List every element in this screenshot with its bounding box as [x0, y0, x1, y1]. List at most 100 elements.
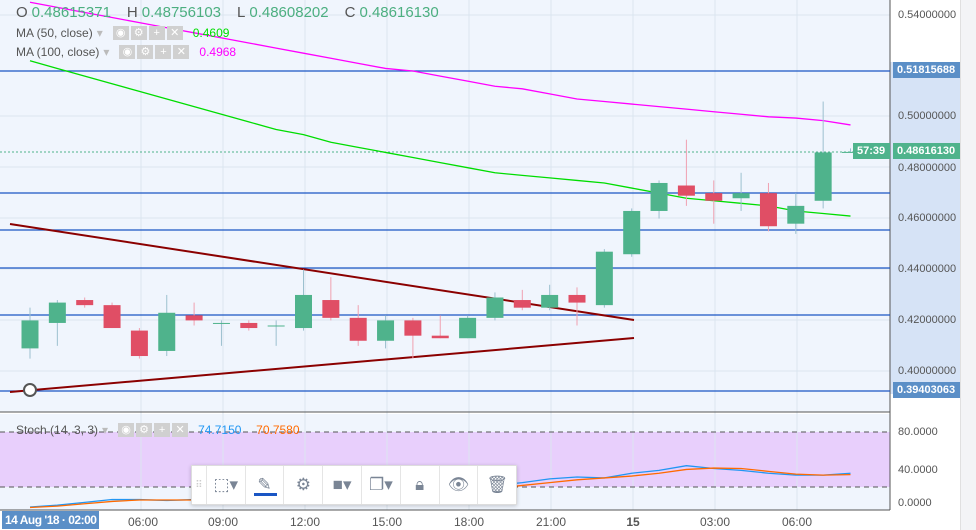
candle-body: [787, 205, 805, 224]
stoch-tick: 40.0000: [898, 464, 938, 476]
candle-body: [240, 322, 258, 329]
price-tick: 0.44000000: [898, 263, 957, 275]
low-value: 0.48608202: [249, 4, 329, 21]
plus-icon[interactable]: +: [155, 45, 172, 59]
chevron-down-icon[interactable]: ▾: [103, 45, 110, 59]
price-tick: 0.48000000: [898, 162, 957, 174]
trash-icon[interactable]: 🗑︎: [477, 466, 516, 504]
high-value: 0.48756103: [141, 4, 222, 21]
candle-body: [650, 182, 668, 211]
ohlc-legend: O 0.48615371 H 0.48756103 L 0.48608202 C 0.4…: [16, 4, 451, 21]
stoch-tick: 0.0000: [898, 497, 932, 509]
ma100-legend[interactable]: MA (100, close) ▾ ◉ ⚙ + ✕ 0.4968: [16, 45, 236, 59]
time-tick: 15:00: [371, 515, 403, 529]
candle-body: [623, 210, 641, 255]
gear-icon[interactable]: ⚙: [130, 26, 147, 40]
last-price-tag: 0.48616130: [893, 143, 960, 159]
trend-line: [9, 337, 635, 393]
plus-icon[interactable]: +: [154, 423, 171, 437]
price-tick: 0.54000000: [898, 9, 957, 21]
eye-icon[interactable]: 👁︎: [438, 466, 478, 504]
time-tick: 12:00: [289, 515, 321, 529]
candle-body: [103, 305, 121, 329]
stoch-k-value: 74.7150: [198, 423, 242, 437]
candle-body: [513, 300, 531, 308]
candle-body: [814, 152, 832, 201]
candle-body: [842, 151, 859, 153]
time-tick: 09:00: [207, 515, 239, 529]
candle-body: [459, 317, 477, 339]
time-tick: 15: [626, 515, 640, 529]
close-icon[interactable]: ✕: [166, 26, 183, 40]
candle-body: [349, 317, 367, 341]
candle-body: [185, 315, 203, 321]
candle-body: [732, 193, 750, 199]
price-range-highlight: [890, 62, 960, 394]
candle-body: [76, 300, 94, 306]
candle-body: [486, 297, 504, 318]
candle-body: [267, 325, 285, 327]
price-tick: 0.46000000: [898, 212, 957, 224]
gear-icon[interactable]: ⚙: [136, 423, 153, 437]
stoch-label: Stoch (14, 3, 3): [16, 423, 99, 437]
time-tick: 06:00: [127, 515, 159, 529]
drag-handle[interactable]: ⠿: [195, 479, 203, 491]
close-icon[interactable]: ✕: [172, 423, 189, 437]
chevron-down-icon[interactable]: ▾: [96, 26, 103, 40]
close-value: 0.48616130: [359, 4, 439, 21]
price-tick: 0.42000000: [898, 314, 957, 326]
candle-body: [322, 300, 340, 318]
fill-icon[interactable]: ■▾: [322, 466, 361, 504]
ma100-value: 0.4968: [199, 45, 237, 59]
close-label: C: [344, 4, 356, 21]
trend-line-handle: [23, 383, 37, 397]
eye-icon[interactable]: ◉: [118, 423, 135, 437]
gear-icon[interactable]: ⚙: [137, 45, 154, 59]
candle-body: [705, 193, 723, 201]
candle-body: [759, 193, 777, 227]
bar-countdown: 57:39: [853, 143, 890, 159]
candle-body: [677, 185, 695, 196]
gear-icon[interactable]: ⚙: [283, 466, 322, 504]
close-icon[interactable]: ✕: [173, 45, 190, 59]
horizontal-line-price-tag: 0.39403063: [893, 382, 960, 398]
ma50-legend[interactable]: MA (50, close) ▾ ◉ ⚙ + ✕ 0.4609: [16, 26, 229, 40]
candle-body: [404, 320, 422, 336]
ma50-value: 0.4609: [192, 26, 230, 40]
ma50-label: MA (50, close): [16, 26, 93, 40]
candle-body: [130, 330, 148, 357]
ma100-label: MA (100, close): [16, 45, 100, 59]
chevron-down-icon[interactable]: ▾: [102, 423, 109, 437]
price-tick: 0.50000000: [898, 110, 957, 122]
time-tick: 21:00: [535, 515, 567, 529]
stoch-legend[interactable]: Stoch (14, 3, 3) ▾ ◉ ⚙ + ✕ 74.7150 70.7580: [16, 423, 300, 437]
stoch-tick: 80.0000: [898, 426, 938, 438]
candle-body: [431, 335, 449, 339]
candle-body: [295, 294, 312, 329]
eye-icon[interactable]: ◉: [112, 26, 129, 40]
lock-icon[interactable]: 🔒︎: [399, 466, 439, 504]
candle-body: [21, 320, 39, 349]
area-select-icon[interactable]: ⬚▾: [205, 466, 245, 504]
crosshair-date-tag: 14 Aug '18 · 02:00: [2, 511, 100, 529]
open-value: 0.48615371: [31, 4, 111, 21]
candle-body: [212, 322, 230, 324]
time-tick: 06:00: [781, 515, 813, 529]
eye-icon[interactable]: ◉: [119, 45, 136, 59]
low-label: L: [237, 4, 246, 21]
candle-body: [377, 320, 395, 341]
horizontal-line-price-tag: 0.51815688: [893, 62, 960, 78]
stoch-d-value: 70.7580: [256, 423, 300, 437]
plus-icon[interactable]: +: [148, 26, 165, 40]
candle-body: [48, 302, 66, 323]
drawing-toolbar: ⠿ ⬚▾ ✎ ⚙ ■▾ ❐▾ 🔒︎ 👁︎ 🗑︎: [191, 465, 517, 505]
main-pane-bg: [0, 0, 890, 412]
candle-body: [568, 294, 586, 303]
time-tick: 03:00: [699, 515, 731, 529]
clone-icon[interactable]: ❐▾: [360, 466, 400, 504]
candle-body: [595, 251, 613, 306]
time-tick: 18:00: [453, 515, 485, 529]
pencil-icon[interactable]: ✎: [244, 466, 284, 504]
scrollbar[interactable]: [960, 0, 976, 530]
